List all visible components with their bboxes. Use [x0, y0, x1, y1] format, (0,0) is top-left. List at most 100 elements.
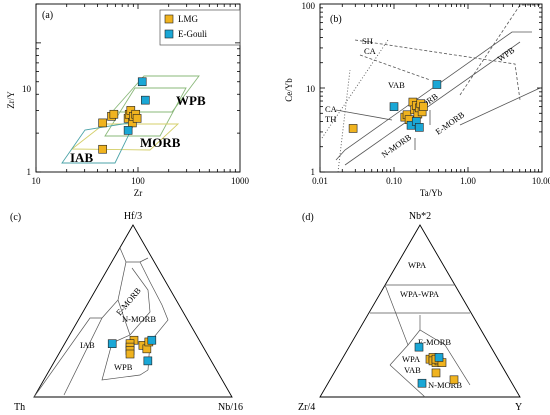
d-apex-right: Y	[515, 402, 522, 413]
a-ylabel: Zr/Y	[6, 91, 16, 109]
point-e-gouli-4	[432, 80, 442, 89]
b-label-vab: VAB	[388, 80, 405, 90]
point-e-gouli-1	[147, 335, 157, 345]
c-apex-left: Th	[14, 402, 25, 413]
point-lmg-0	[98, 118, 107, 128]
c-label-iab: IAB	[80, 340, 95, 350]
point-lmg-1	[98, 144, 107, 154]
b-label-sh: SH	[362, 36, 373, 46]
c-triangle	[33, 224, 233, 398]
b-label-nmorb: N-MORB	[379, 132, 413, 160]
point-e-gouli-2	[417, 378, 427, 388]
b-array-upper-dash	[459, 4, 540, 96]
d-apex-top: Nb*2	[409, 211, 431, 222]
b-tick-marks	[319, 4, 542, 173]
a-xtick-100: 100	[131, 176, 145, 186]
point-e-gouli-3	[415, 123, 424, 132]
point-lmg-3	[109, 109, 119, 119]
c-points	[107, 335, 157, 366]
point-e-gouli-2	[141, 95, 150, 105]
c-label-wpb: WPB	[114, 362, 133, 372]
field-label-iab: IAB	[70, 150, 93, 165]
c-field-iab-lower	[33, 317, 102, 398]
b-xtick-10.00: 10.00	[532, 176, 550, 186]
b-label-wpb: WPB	[495, 45, 516, 64]
b-xtick-0.10: 0.10	[386, 176, 402, 186]
a-xtick-10: 10	[32, 176, 42, 186]
c-field-morb-inner	[111, 267, 151, 344]
point-lmg-11	[419, 102, 428, 111]
b-array-lower	[459, 87, 541, 126]
panel-a-label: (a)	[42, 10, 53, 21]
c-apex-top: Hf/3	[124, 211, 142, 222]
a-ytick-10: 10	[22, 84, 32, 94]
d-label-vab: VAB	[404, 365, 421, 375]
c-field-iab-boundary	[63, 261, 127, 396]
point-e-gouli-0	[123, 126, 133, 135]
legend-egouli-marker	[164, 29, 174, 39]
field-label-wpb: WPB	[176, 93, 206, 108]
panel-d: (d) Nb*2 Zr/4 Y WPA WPA-WPA E-MORB WPA V…	[298, 211, 522, 413]
panel-b: (b) SH CA VAB CA TH WPB MORB E-MORB N-MO…	[284, 1, 550, 198]
d-triangle	[319, 224, 521, 398]
panel-b-label: (b)	[330, 14, 342, 25]
point-e-gouli-0	[389, 102, 399, 111]
d-label-wpa2: WPA	[402, 354, 421, 364]
d-label-wpa-wpa: WPA-WPA	[400, 289, 440, 299]
panel-c-label: (c)	[10, 212, 21, 223]
morb-field	[70, 123, 180, 151]
legend-lmg-label: LMG	[178, 14, 199, 24]
b-xtick-1.00: 1.00	[460, 176, 476, 186]
c-apex-right: Nb/16	[218, 402, 243, 413]
b-points	[348, 80, 442, 133]
point-e-gouli-2	[143, 356, 153, 366]
c-field-top	[119, 247, 149, 263]
panel-c: (c) Hf/3 Th Nb/16 E-MORB N-MORB IAB WPB	[10, 211, 243, 413]
b-wpb-mantle-upper	[335, 31, 532, 161]
a-tick-marks	[35, 3, 240, 173]
point-lmg-5	[125, 349, 135, 359]
d-label-wpa: WPA	[408, 260, 427, 270]
point-lmg-10	[132, 114, 142, 123]
b-boundary-dotted-2	[337, 69, 351, 173]
b-ytick-100: 100	[302, 1, 316, 11]
point-lmg-0	[348, 124, 358, 133]
d-label-nmorb: N-MORB	[428, 380, 462, 390]
b-xtick-0.01: 0.01	[312, 176, 328, 186]
d-points	[414, 342, 459, 388]
c-field-divider	[117, 299, 131, 336]
point-e-gouli-0	[414, 342, 424, 352]
d-label-emorb: E-MORB	[418, 337, 451, 347]
legend-lmg-marker	[164, 14, 174, 24]
wpb-field-green	[104, 87, 187, 137]
a-xlabel: Zr	[134, 188, 143, 198]
c-field-wpb	[101, 342, 149, 381]
b-xlabel: Ta/Yb	[420, 188, 443, 198]
b-label-th: TH	[325, 114, 336, 124]
b-label-emorb: E-MORB	[433, 109, 466, 136]
point-e-gouli-0	[107, 339, 117, 348]
d-line-4	[407, 329, 471, 386]
legend-egouli-label: E-Gouli	[178, 29, 207, 39]
c-label-nmorb: N-MORB	[122, 314, 156, 324]
b-ytick-10: 10	[306, 84, 316, 94]
panel-a: (a) LMG E-Gouli WPB MORB IAB 10 100 1000…	[6, 3, 250, 198]
a-points	[98, 77, 150, 154]
b-wpb-mantle-lower	[344, 41, 521, 166]
panel-d-label: (d)	[302, 212, 314, 223]
point-lmg-8	[449, 375, 459, 385]
wpb-field-yellow	[110, 75, 200, 113]
b-ylabel: Ce/Yb	[284, 78, 294, 102]
b-boundary-solid-1	[335, 109, 393, 121]
b-boundary-dashed-2	[359, 54, 431, 81]
d-apex-left: Zr/4	[298, 402, 315, 413]
b-ytick-1: 1	[311, 167, 316, 177]
legend-box	[159, 9, 241, 46]
b-boundary-dashed-1	[354, 39, 521, 101]
d-line-5	[389, 364, 426, 398]
a-xtick-1000: 1000	[231, 176, 250, 186]
point-e-gouli-1	[434, 353, 444, 362]
b-label-ca2: CA	[325, 104, 338, 114]
a-ytick-1: 1	[27, 167, 32, 177]
